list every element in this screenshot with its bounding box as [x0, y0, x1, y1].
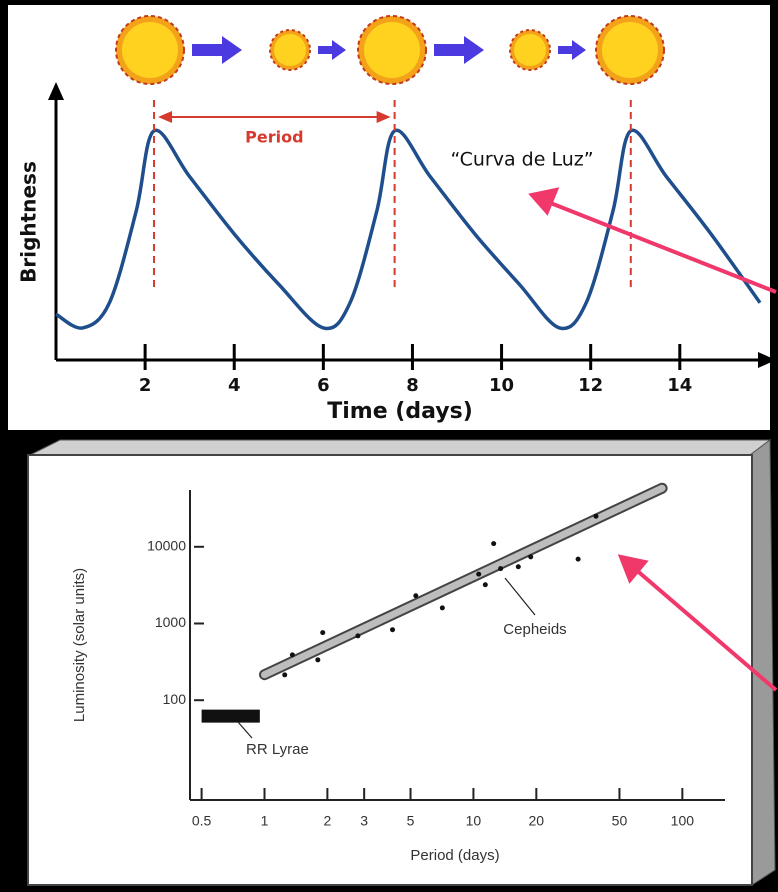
light-curve	[55, 128, 762, 331]
light-curve-label: “Curva de Luz”	[450, 149, 593, 171]
x-tick-label: 5	[407, 813, 415, 829]
pointer-arrowhead	[617, 554, 649, 584]
period-arrowhead	[158, 111, 173, 123]
point	[476, 571, 482, 577]
pointer-arrow	[632, 566, 778, 692]
period-luminosity-chart: Period (days) Luminosity (solar units) 1…	[71, 482, 725, 864]
period-arrowhead	[376, 111, 391, 123]
point	[390, 627, 396, 633]
x-tick-label: 12	[578, 375, 603, 396]
sun	[514, 34, 546, 66]
y-axis-arrow	[48, 82, 64, 100]
y-tick-label: 100	[163, 691, 187, 707]
point	[439, 605, 445, 611]
x-tick-label: 6	[317, 375, 330, 396]
frame-side	[749, 439, 776, 886]
sun	[602, 22, 658, 78]
frame-top	[29, 439, 772, 456]
x-tick-label: 20	[529, 813, 545, 829]
label-leader	[504, 577, 536, 616]
pointer-arrow	[547, 200, 777, 294]
sun	[122, 22, 178, 78]
point	[498, 566, 504, 572]
blue-arrow	[558, 40, 586, 60]
point	[315, 657, 321, 663]
blue-arrow	[192, 36, 242, 64]
x-tick-label: 2	[139, 375, 152, 396]
point	[593, 513, 599, 519]
x-tick-label: 1	[261, 813, 269, 829]
sun	[274, 34, 306, 66]
x-tick-label: 10	[466, 813, 482, 829]
trend-band-fill	[260, 484, 666, 679]
period-label: Period	[245, 128, 303, 147]
x-tick-label: 10	[489, 375, 514, 396]
y-axis-label: Luminosity (solar units)	[71, 568, 88, 722]
point	[515, 564, 521, 570]
label-leader	[237, 721, 253, 739]
x-tick-label: 14	[667, 375, 692, 396]
series-label: Cepheids	[503, 621, 566, 638]
bottom-panel	[27, 454, 753, 886]
point	[289, 652, 295, 658]
series-label: RR Lyrae	[246, 741, 309, 758]
pointer-arrowhead	[528, 187, 560, 216]
x-axis-arrow	[758, 352, 776, 368]
x-tick-label: 4	[228, 375, 241, 396]
y-axis-label: Brightness	[17, 161, 41, 283]
point	[282, 672, 288, 678]
y-tick-label: 10000	[147, 537, 186, 553]
x-axis-label: Period (days)	[410, 847, 499, 864]
point	[413, 593, 419, 599]
sun	[364, 22, 420, 78]
y-tick-label: 1000	[155, 614, 186, 630]
point	[528, 554, 534, 560]
blue-arrow	[318, 40, 346, 60]
x-tick-label: 2	[323, 813, 331, 829]
suns	[115, 15, 665, 85]
x-axis-label: Time (days)	[327, 399, 473, 424]
point	[320, 630, 326, 636]
x-tick-label: 3	[360, 813, 368, 829]
blue-arrow	[434, 36, 484, 64]
x-tick-label: 8	[406, 375, 419, 396]
light-curve-chart: Time (days) Brightness 2 4 6 8 10 12 14 Period “…	[17, 82, 776, 424]
x-tick-label: 50	[612, 813, 628, 829]
x-tick-label: 0.5	[192, 813, 212, 829]
point	[482, 582, 488, 588]
point	[355, 633, 361, 639]
point	[575, 556, 581, 562]
point	[491, 541, 497, 547]
x-tick-label: 100	[671, 813, 695, 829]
